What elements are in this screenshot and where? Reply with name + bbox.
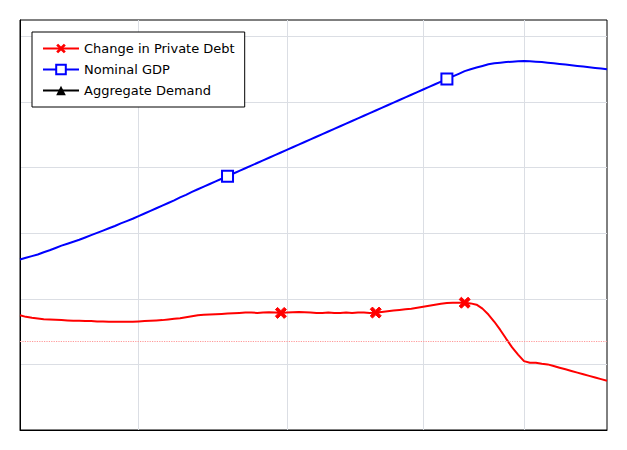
svg-text:Aggregate Demand: Aggregate Demand [84,83,211,98]
svg-text:Nominal GDP: Nominal GDP [84,62,170,77]
svg-text:Change in Private Debt: Change in Private Debt [84,41,235,56]
